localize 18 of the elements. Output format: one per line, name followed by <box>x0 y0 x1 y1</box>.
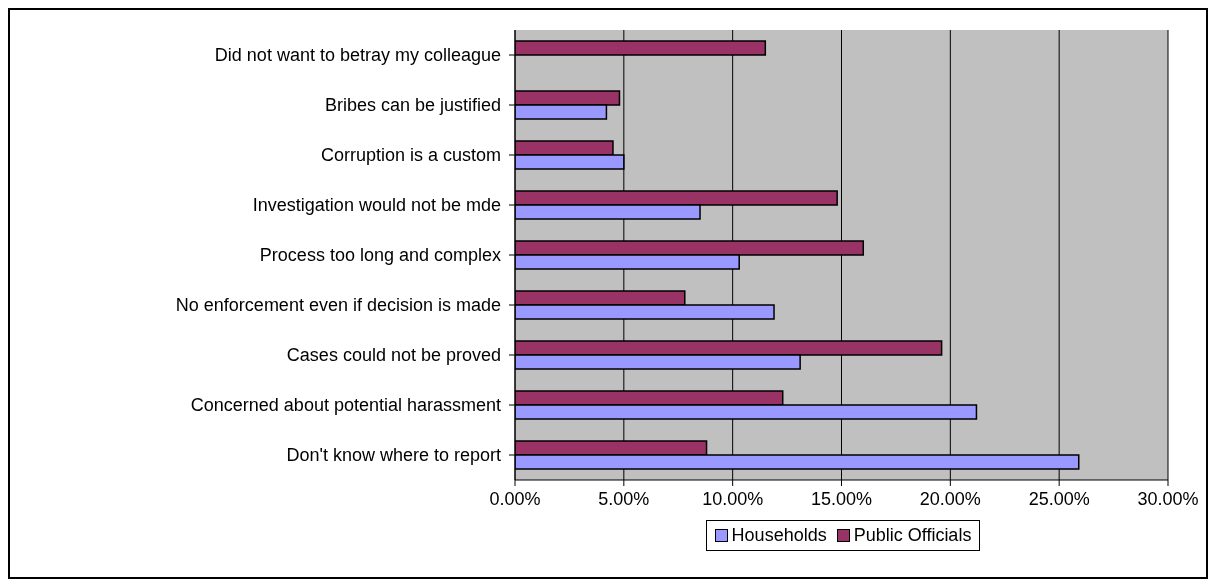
legend-label: Households <box>731 525 827 546</box>
y-tick-label: Did not want to betray my colleague <box>214 45 501 66</box>
x-tick-label: 0.00% <box>489 488 541 509</box>
y-tick-label: Investigation would not be mde <box>252 195 501 216</box>
x-tick-label: 20.00% <box>919 488 981 509</box>
y-tick-label: Concerned about potential harassment <box>190 395 501 416</box>
x-tick-label: 25.00% <box>1028 488 1090 509</box>
y-tick-label: Cases could not be proved <box>286 345 501 366</box>
y-tick-label: Process too long and complex <box>259 245 501 266</box>
x-tick-label: 15.00% <box>810 488 873 509</box>
x-tick-label: 30.00% <box>1137 488 1199 509</box>
x-tick-label: 10.00% <box>702 488 764 509</box>
y-tick-label: Corruption is a custom <box>320 145 501 166</box>
y-tick-label: Bribes can be justified <box>324 95 501 116</box>
legend-label: Public Officials <box>853 525 972 546</box>
x-tick-label: 5.00% <box>598 488 650 509</box>
y-tick-label: Don't know where to report <box>286 445 501 466</box>
y-tick-label: No enforcement even if decision is made <box>175 295 501 316</box>
